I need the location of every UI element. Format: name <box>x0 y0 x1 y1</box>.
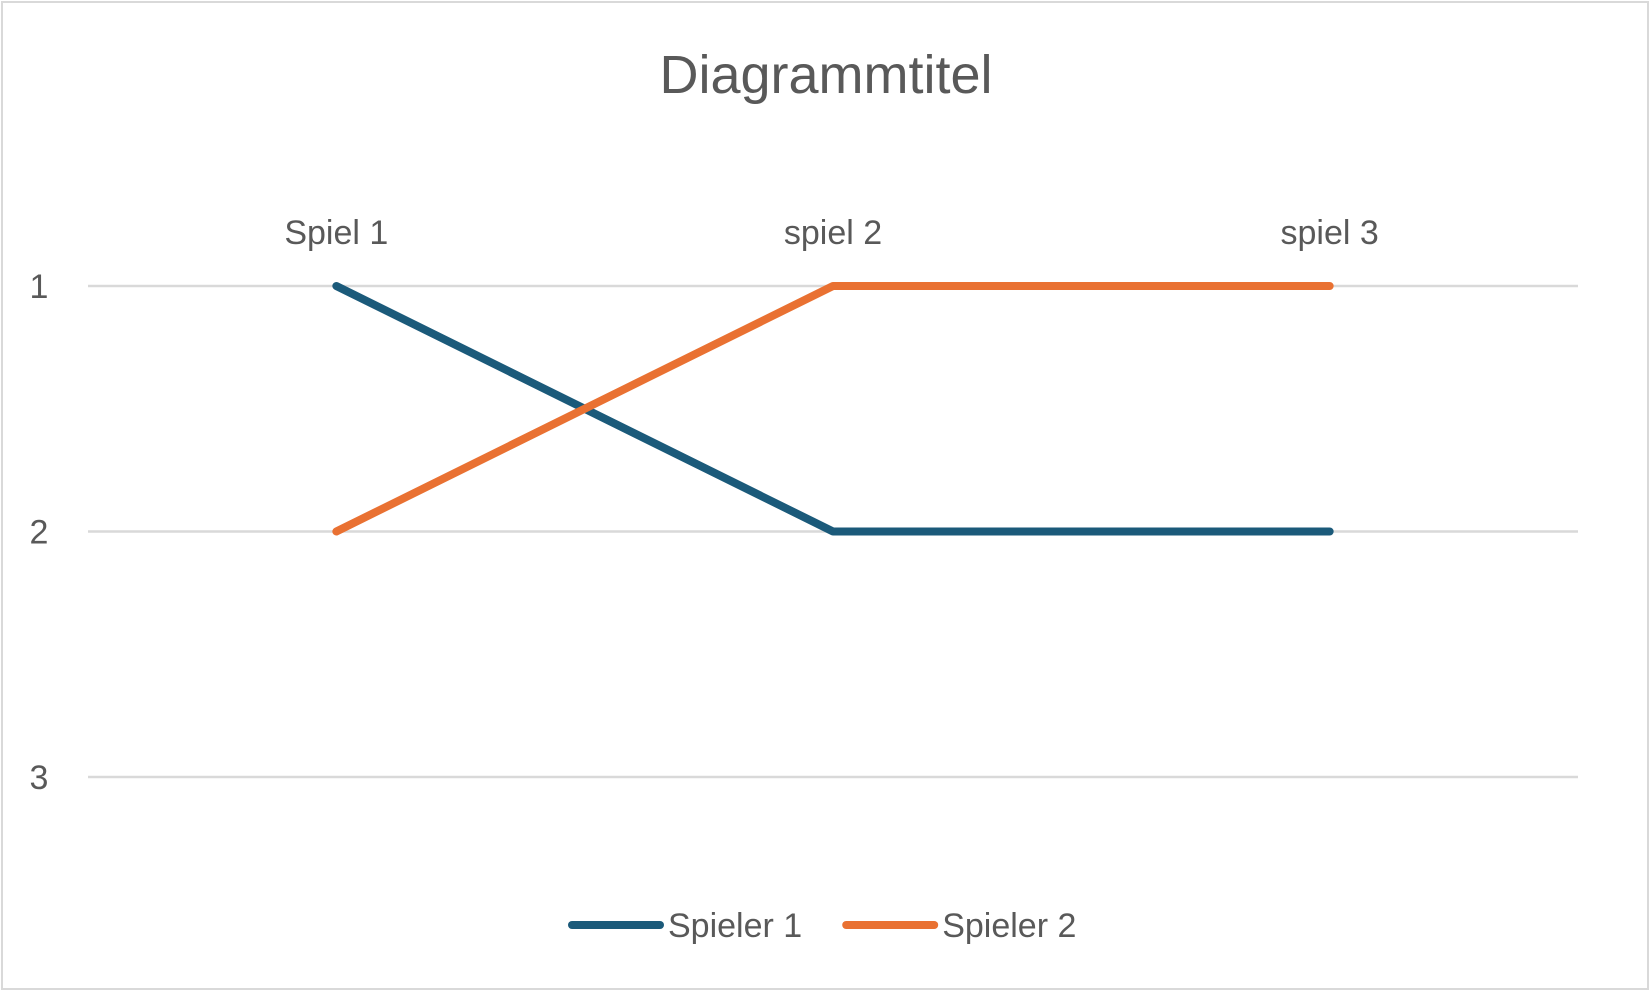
series-line-2 <box>332 282 1334 536</box>
x-axis-category-labels: Spiel 1 spiel 2 spiel 3 <box>284 214 1378 252</box>
y-tick-label: 2 <box>30 514 49 552</box>
legend-label: Spieler 2 <box>942 907 1076 945</box>
chart-title: Diagrammtitel <box>659 45 992 105</box>
y-tick-label: 3 <box>30 759 49 797</box>
series-line-1 <box>332 282 1334 536</box>
x-category-label: spiel 2 <box>784 214 882 252</box>
y-tick-label: 1 <box>30 268 49 306</box>
legend-label: Spieler 1 <box>668 907 802 945</box>
legend: Spieler 1 Spieler 2 <box>568 907 1076 945</box>
x-category-label: spiel 3 <box>1281 214 1379 252</box>
y-axis-tick-labels: 1 2 3 <box>30 268 49 797</box>
series-lines <box>332 282 1334 536</box>
x-category-label: Spiel 1 <box>284 214 388 252</box>
